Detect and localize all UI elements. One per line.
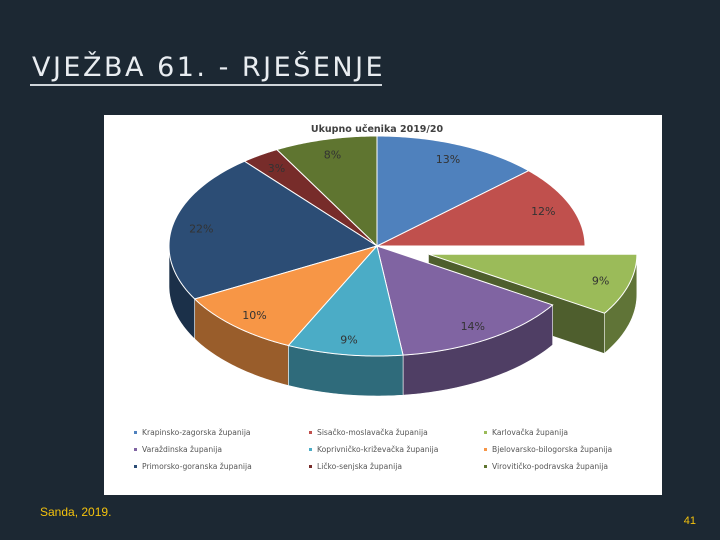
legend-swatch (484, 448, 487, 451)
legend-item-7: Primorsko-goranska županija (134, 462, 309, 471)
legend-swatch (309, 448, 312, 451)
legend-item-1: Krapinsko-zagorska županija (134, 428, 309, 437)
legend-swatch (134, 465, 137, 468)
pie-slice-7 (168, 160, 379, 340)
pie-slices (168, 135, 638, 397)
pie-slice-5 (287, 244, 404, 397)
data-label-5: 9% (340, 333, 357, 346)
legend-label: Bjelovarsko-bilogorska županija (492, 445, 613, 454)
chart-title: Ukupno učenika 2019/20 (311, 124, 444, 135)
pie-data-labels: 13% 12% 9% 14% 9% 10% 22% 3% 8% (189, 148, 609, 346)
legend-swatch (309, 465, 312, 468)
data-label-2: 12% (531, 205, 555, 218)
legend-label: Krapinsko-zagorska županija (142, 428, 251, 437)
legend-swatch (484, 465, 487, 468)
legend-label: Ličko-senjska županija (317, 462, 402, 471)
data-label-1: 13% (436, 153, 460, 166)
pie-slice-2 (376, 170, 586, 247)
legend-label: Koprivničko-križevačka županija (317, 445, 439, 454)
legend-label: Primorsko-goranska županija (142, 462, 252, 471)
data-label-7: 22% (189, 222, 213, 235)
legend-item-2: Sisačko-moslavačka županija (309, 428, 484, 437)
data-label-6: 10% (242, 309, 266, 322)
data-label-3: 9% (592, 275, 609, 288)
legend-swatch (309, 431, 312, 434)
pie-slice-4 (376, 245, 554, 396)
legend-swatch (134, 431, 137, 434)
pie-chart-panel: Ukupno učenika 2019/20 13% 12% 9% 14% 9% 10% 2… (104, 115, 662, 495)
legend-label: Karlovačka županija (492, 428, 568, 437)
pie-slice-9 (275, 135, 378, 248)
pie-slice-1 (376, 135, 530, 247)
pie-chart: Ukupno učenika 2019/20 13% 12% 9% 14% 9% 10% 2… (168, 124, 638, 397)
legend-item-9: Virovitičko-podravska županija (484, 462, 654, 471)
legend-item-8: Ličko-senjska županija (309, 462, 484, 471)
legend-item-5: Koprivničko-križevačka županija (309, 445, 484, 454)
pie-slice-6 (193, 245, 379, 386)
legend-label: Virovitičko-podravska županija (492, 462, 609, 471)
legend-label: Sisačko-moslavačka županija (317, 428, 428, 437)
legend-item-4: Varaždinska županija (134, 445, 309, 454)
pie-slice-8 (243, 149, 378, 247)
page-number: 41 (683, 515, 696, 527)
slide-title: VJEŽBA 61. - RJEŠENJE (32, 52, 386, 83)
footer-author: Sanda, 2019. (40, 505, 112, 519)
legend-swatch (484, 431, 487, 434)
legend-item-3: Karlovačka županija (484, 428, 654, 437)
data-label-8: 3% (268, 162, 285, 175)
title-underline (30, 84, 382, 86)
legend-swatch (134, 448, 137, 451)
data-label-9: 8% (324, 148, 341, 161)
data-label-4: 14% (461, 320, 485, 333)
legend-label: Varaždinska županija (142, 445, 223, 454)
legend-item-6: Bjelovarsko-bilogorska županija (484, 445, 654, 454)
chart-legend: Krapinsko-zagorska županija Sisačko-mosla… (134, 428, 654, 471)
